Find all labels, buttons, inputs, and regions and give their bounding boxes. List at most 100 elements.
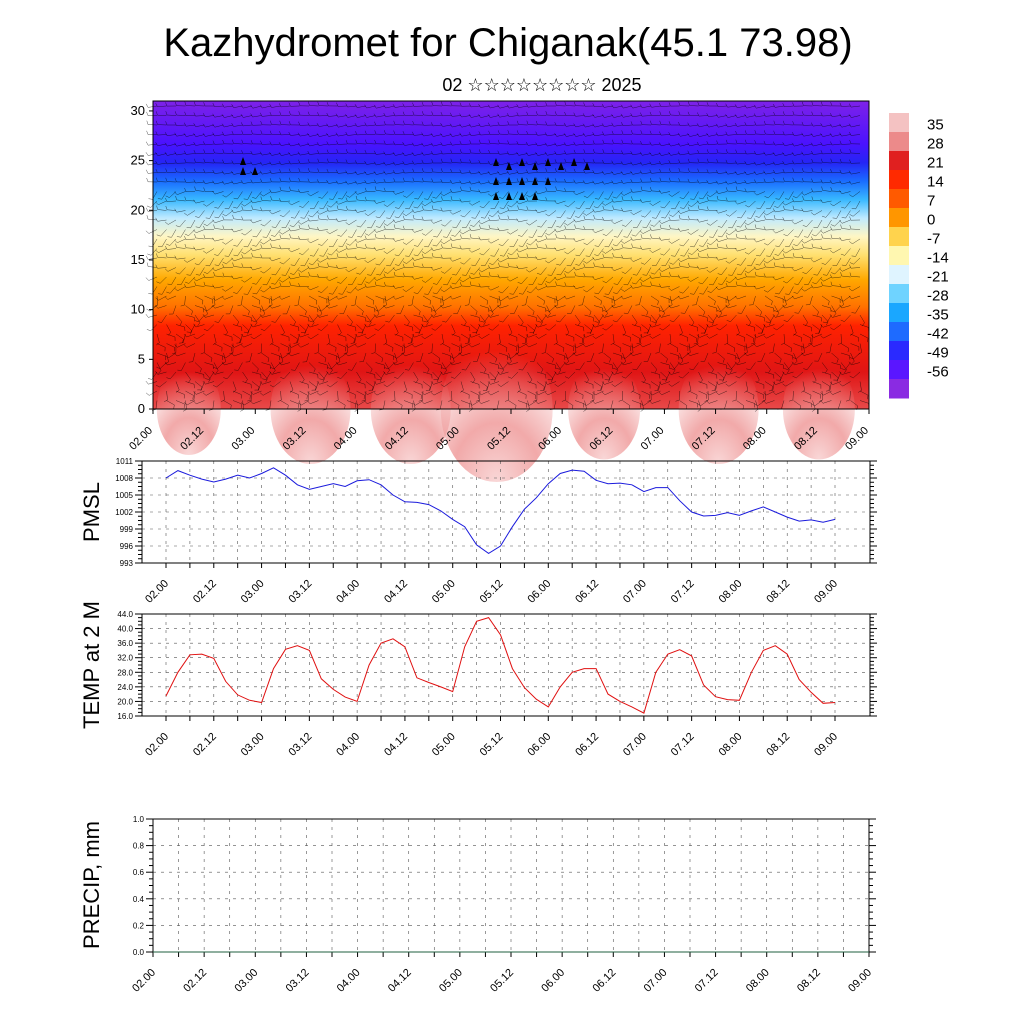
temp-xtick-label: 04.12 xyxy=(382,731,410,759)
precip-xtick-label: 05.00 xyxy=(437,967,465,995)
colorbar-swatch xyxy=(889,132,909,152)
temp-xtick-label: 05.12 xyxy=(478,731,506,759)
colorbar-label: -35 xyxy=(927,306,949,323)
colorbar-swatch xyxy=(889,246,909,266)
cross-section-ytick-label: 0 xyxy=(138,401,145,416)
temp-ytick-label: 16.0 xyxy=(117,712,133,721)
precip-xtick-label: 02.12 xyxy=(181,967,209,995)
pmsl-ytick-label: 1011 xyxy=(116,457,134,466)
temp-xtick-label: 07.12 xyxy=(669,731,697,759)
temp-xtick-label: 07.00 xyxy=(621,731,649,759)
temp-frame xyxy=(141,613,871,717)
pmsl-xtick-label: 08.00 xyxy=(717,578,745,606)
temp-ytick-label: 32.0 xyxy=(117,654,133,663)
pmsl-xtick-label: 08.12 xyxy=(764,578,792,606)
temp-ytick-label: 40.0 xyxy=(117,625,133,634)
pmsl-series-line xyxy=(165,467,836,555)
pmsl-xtick-label: 05.00 xyxy=(430,578,458,606)
colorbar-label: -49 xyxy=(927,344,949,361)
cross-section-xtick-label: 07.00 xyxy=(639,425,667,453)
colorbar-swatch xyxy=(889,284,909,304)
precip-xtick-label: 06.12 xyxy=(590,967,618,995)
precip-panel: PRECIP, mm 0.00.20.40.60.81.002.00 02.12 0… xyxy=(79,815,876,995)
temp-ytick-label: 24.0 xyxy=(117,683,133,692)
temp-ytick-label: 20.0 xyxy=(117,697,133,706)
pmsl-xtick-label: 09.00 xyxy=(812,578,840,606)
pmsl-ylabel: PMSL xyxy=(79,482,104,542)
precip-ylabel: PRECIP, mm xyxy=(79,821,104,949)
temp-xtick-label: 05.00 xyxy=(430,731,458,759)
pmsl-ytick-label: 1005 xyxy=(115,491,133,500)
colorbar-label: 7 xyxy=(927,192,935,209)
temp-xtick-label: 08.12 xyxy=(764,731,792,759)
temp-xtick-label: 06.00 xyxy=(525,731,553,759)
temp-xtick-label: 02.12 xyxy=(191,731,219,759)
temp-panel: TEMP at 2 M 16.0 20.0 24.0 28.0 32.0 36.0 40.0… xyxy=(79,601,877,759)
colorbar-swatch xyxy=(889,208,909,228)
colorbar-swatch xyxy=(889,227,909,247)
pmsl-xtick-label: 07.00 xyxy=(621,578,649,606)
temp-ytick-label: 44.0 xyxy=(117,610,133,619)
pmsl-xtick-label: 06.00 xyxy=(525,578,553,606)
pmsl-frame xyxy=(141,460,871,564)
cross-section-ytick-label: 15 xyxy=(131,252,145,267)
precip-xtick-label: 07.12 xyxy=(693,967,721,995)
precip-xtick-label: 03.00 xyxy=(232,967,260,995)
colorbar-swatch xyxy=(889,303,909,323)
pmsl-ytick-label: 993 xyxy=(120,559,134,568)
precip-ytick-label: 0.2 xyxy=(133,921,145,930)
colorbar-label: 28 xyxy=(927,135,944,152)
cross-section-ytick-label: 10 xyxy=(131,302,145,317)
colorbar-swatch xyxy=(889,151,909,171)
colorbar-swatch xyxy=(889,113,909,133)
colorbar-label: -42 xyxy=(927,325,949,342)
cross-section-ytick-label: 30 xyxy=(131,103,145,118)
precip-xtick-label: 05.12 xyxy=(488,967,516,995)
cross-section-xtick-label: 03.00 xyxy=(229,425,257,453)
colorbar-label: -14 xyxy=(927,249,949,266)
pmsl-panel: PMSL 993 996 999 1002 1005 1008 1011 02.00 02.12… xyxy=(79,457,877,606)
temp-series-line xyxy=(165,617,836,714)
colorbar-swatch xyxy=(889,360,909,380)
page-subtitle: 02 ☆☆☆☆☆☆☆☆ 2025 xyxy=(442,75,641,95)
precip-xtick-label: 08.00 xyxy=(744,967,772,995)
temp-xtick-label: 04.00 xyxy=(334,731,362,759)
cross-section-y-ticks: 0 5 10 15 20 25 30 xyxy=(131,103,153,416)
pmsl-xtick-label: 02.00 xyxy=(143,578,171,606)
temp-ylabel: TEMP at 2 M xyxy=(79,601,104,729)
precip-xtick-label: 04.00 xyxy=(335,967,363,995)
precip-xtick-label: 03.12 xyxy=(284,967,312,995)
precip-xtick-label: 07.00 xyxy=(642,967,670,995)
temp-xtick-label: 03.12 xyxy=(287,731,315,759)
precip-xtick-label: 08.12 xyxy=(795,967,823,995)
colorbar-label: 35 xyxy=(927,116,944,133)
pmsl-xtick-label: 07.12 xyxy=(669,578,697,606)
cross-section-ytick-label: 5 xyxy=(138,351,145,366)
colorbar-swatch xyxy=(889,265,909,285)
pmsl-xtick-label: 06.12 xyxy=(573,578,601,606)
temp-ytick-label: 28.0 xyxy=(117,668,133,677)
precip-ytick-label: 0.6 xyxy=(133,868,145,877)
temp-ytick-label: 36.0 xyxy=(117,639,133,648)
colorbar-label: -21 xyxy=(927,268,949,285)
pmsl-xtick-label: 03.12 xyxy=(287,578,315,606)
temp-xtick-label: 09.00 xyxy=(812,731,840,759)
precip-xtick-label: 06.00 xyxy=(539,967,567,995)
temp-xtick-label: 06.12 xyxy=(573,731,601,759)
temp-xtick-label: 03.00 xyxy=(239,731,267,759)
colorbar-label: -7 xyxy=(927,230,940,247)
colorbar-swatch xyxy=(889,341,909,361)
colorbar-label: 0 xyxy=(927,211,935,228)
pmsl-ytick-label: 996 xyxy=(120,542,134,551)
pmsl-ytick-label: 1008 xyxy=(115,474,133,483)
temp-xtick-label: 02.00 xyxy=(143,731,171,759)
precip-xtick-label: 04.12 xyxy=(386,967,414,995)
pmsl-xtick-label: 03.00 xyxy=(239,578,267,606)
colorbar-label: 14 xyxy=(927,173,944,190)
pmsl-xtick-label: 02.12 xyxy=(191,578,219,606)
warm-core-shading xyxy=(156,336,855,482)
colorbar-swatch xyxy=(889,322,909,342)
colorbar-label: -28 xyxy=(927,287,949,304)
